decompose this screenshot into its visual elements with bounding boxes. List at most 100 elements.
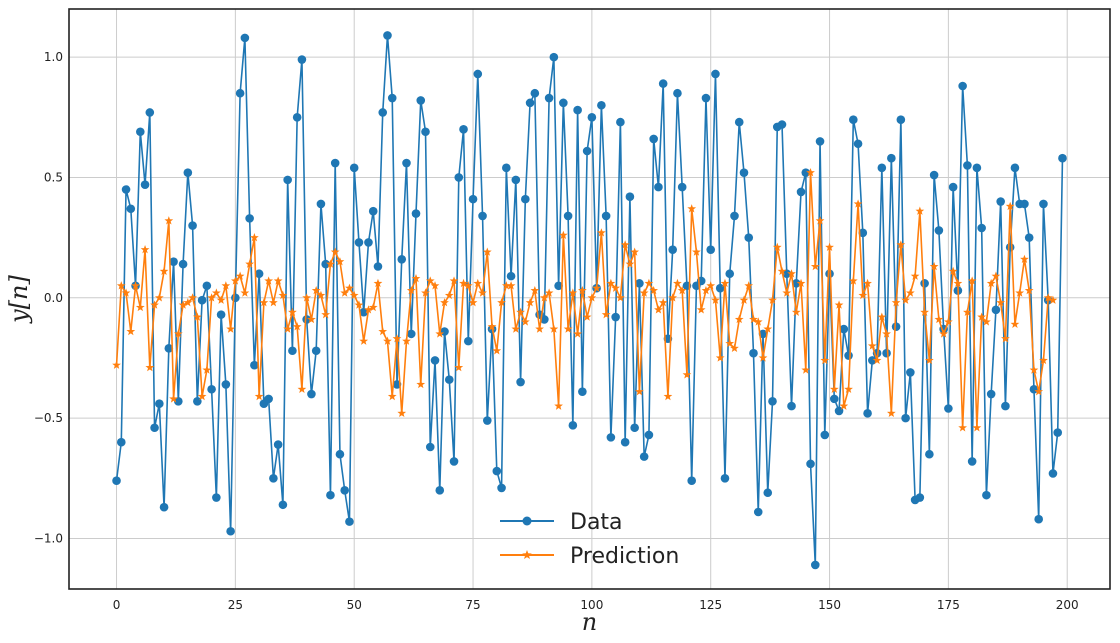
data-point xyxy=(454,173,464,182)
data-point xyxy=(858,228,868,238)
data-point xyxy=(250,360,259,370)
prediction-point xyxy=(872,355,882,365)
x-tick-label: 150 xyxy=(818,598,841,612)
prediction-point xyxy=(958,423,968,432)
prediction-point xyxy=(506,281,516,290)
prediction-point xyxy=(373,278,383,288)
prediction-point xyxy=(549,324,559,333)
data-point xyxy=(734,117,744,127)
prediction-point xyxy=(530,285,540,295)
series-line-prediction xyxy=(115,171,1054,429)
prediction-point xyxy=(264,276,274,285)
prediction-point xyxy=(730,343,739,353)
prediction-point xyxy=(406,285,416,295)
prediction-point xyxy=(630,247,640,256)
data-point xyxy=(345,517,354,526)
prediction-point xyxy=(972,423,982,432)
legend-label-prediction: Prediction xyxy=(570,544,679,569)
prediction-point xyxy=(901,295,910,304)
data-point xyxy=(915,493,925,502)
prediction-point xyxy=(791,307,801,316)
data-point xyxy=(435,486,445,495)
data-point xyxy=(673,88,682,98)
data-point xyxy=(264,394,273,404)
data-point xyxy=(611,312,620,322)
prediction-point xyxy=(944,317,953,326)
prediction-point xyxy=(1048,295,1058,304)
prediction-point xyxy=(682,370,692,379)
prediction-point xyxy=(967,276,977,285)
prediction-point xyxy=(1005,201,1015,211)
y-tick-label: 0.0 xyxy=(44,291,63,305)
data-point xyxy=(1034,514,1043,524)
prediction-point xyxy=(568,288,578,297)
prediction-point xyxy=(801,365,811,374)
data-point xyxy=(478,211,487,221)
data-point xyxy=(1010,163,1020,173)
prediction-point xyxy=(663,391,673,401)
data-point xyxy=(849,115,858,125)
data-point xyxy=(578,387,587,396)
data-point xyxy=(991,305,1001,315)
prediction-point xyxy=(482,247,492,256)
prediction-point xyxy=(378,326,388,336)
prediction-point xyxy=(430,281,440,290)
prediction-point xyxy=(126,326,136,336)
prediction-point xyxy=(221,281,231,290)
data-point xyxy=(582,146,592,156)
prediction-point xyxy=(368,302,378,312)
x-axis-label: n xyxy=(582,608,597,636)
prediction-point xyxy=(497,298,506,307)
prediction-point xyxy=(977,312,987,321)
data-point xyxy=(877,163,887,173)
prediction-point xyxy=(844,384,853,393)
prediction-point xyxy=(782,288,792,297)
prediction-point xyxy=(910,271,920,280)
data-point xyxy=(397,254,407,264)
prediction-point xyxy=(525,298,535,307)
data-point xyxy=(630,423,639,433)
prediction-point xyxy=(1029,365,1039,374)
data-point xyxy=(896,115,906,125)
prediction-point xyxy=(435,329,445,338)
legend-item-prediction: Prediction xyxy=(500,544,679,569)
prediction-point xyxy=(896,240,906,249)
data-point xyxy=(549,52,559,62)
data-point xyxy=(330,158,340,168)
data-point xyxy=(644,430,654,440)
data-point xyxy=(126,204,136,214)
y-tick-label: −0.5 xyxy=(34,411,63,425)
x-tick-label: 200 xyxy=(1056,598,1079,612)
data-point xyxy=(297,55,307,64)
data-point xyxy=(972,163,982,173)
data-point xyxy=(958,81,967,91)
data-point xyxy=(245,214,254,223)
data-point xyxy=(116,437,126,447)
data-point xyxy=(235,88,245,98)
data-point xyxy=(658,79,668,88)
data-point xyxy=(112,476,121,486)
data-point xyxy=(1039,199,1048,209)
data-point xyxy=(982,490,991,500)
prediction-point xyxy=(1001,334,1010,343)
x-tick-label: 75 xyxy=(465,598,480,612)
data-point xyxy=(967,457,977,466)
data-point xyxy=(711,69,720,79)
y-tick-label: 0.5 xyxy=(44,170,63,184)
data-point xyxy=(906,368,915,377)
prediction-point xyxy=(815,216,825,225)
data-point xyxy=(544,93,554,103)
prediction-point xyxy=(1015,288,1025,297)
data-point xyxy=(240,33,250,43)
data-point xyxy=(920,279,929,288)
prediction-point xyxy=(1020,254,1029,264)
prediction-point xyxy=(140,245,150,254)
prediction-point xyxy=(777,266,787,276)
data-point xyxy=(763,488,773,498)
data-point xyxy=(368,206,378,216)
prediction-point xyxy=(387,391,397,401)
prediction-point xyxy=(867,341,877,350)
data-point xyxy=(335,449,345,459)
data-point xyxy=(948,182,958,192)
plot-frame xyxy=(68,8,1111,590)
